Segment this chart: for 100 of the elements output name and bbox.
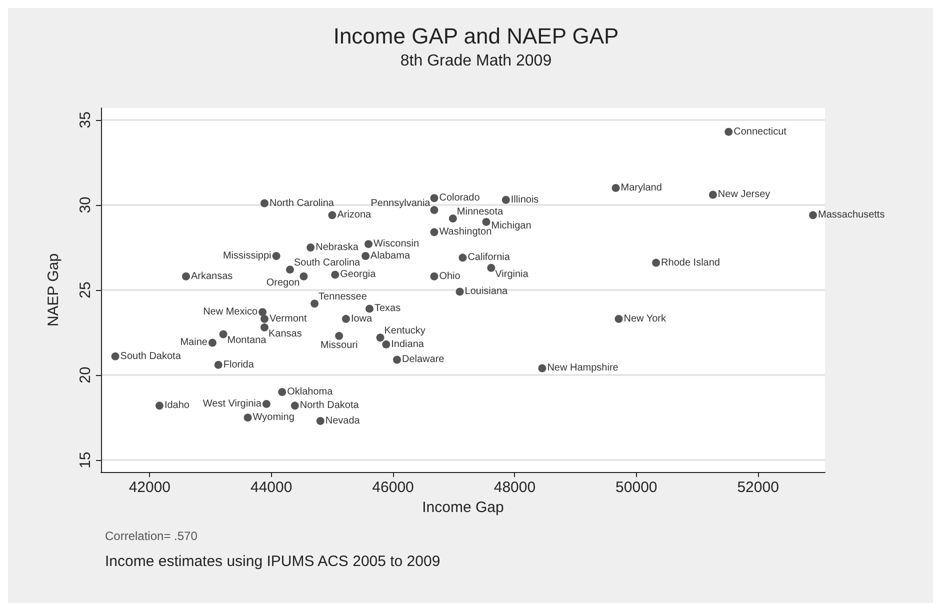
y-tick-label: 20 <box>77 366 94 384</box>
point <box>392 356 401 364</box>
data-label: West Virginia <box>202 398 262 410</box>
point <box>214 360 222 369</box>
data-label: Wisconsin <box>374 238 420 250</box>
data-label: Pennsylvania <box>370 198 431 210</box>
point <box>502 196 510 204</box>
point <box>272 252 280 260</box>
point <box>382 340 390 348</box>
point <box>430 272 438 280</box>
point <box>652 258 660 267</box>
x-tick-label: 50000 <box>616 479 658 496</box>
y-tick-label: 25 <box>77 282 94 298</box>
point <box>300 272 308 280</box>
data-label: Maryland <box>620 182 662 194</box>
point <box>612 184 620 192</box>
data-label: Oklahoma <box>287 386 334 398</box>
data-label: Minnesota <box>456 206 504 218</box>
point <box>260 323 268 332</box>
y-tick-label: 15 <box>77 452 94 468</box>
point <box>809 211 818 220</box>
point <box>258 308 267 316</box>
data-label: Wyoming <box>252 412 294 424</box>
data-label: Indiana <box>391 338 424 350</box>
data-label: Mississippi <box>222 250 272 262</box>
data-label: Alabama <box>370 250 410 262</box>
point <box>260 314 268 323</box>
point <box>306 243 315 252</box>
data-label: North Dakota <box>300 400 360 412</box>
point <box>487 264 496 272</box>
data-label: Massachusetts <box>818 210 885 221</box>
point <box>262 400 270 408</box>
text: Income estimates using IPUMS ACS 2005 to 2009 <box>105 553 440 570</box>
data-label: Illinois <box>510 194 539 206</box>
data-label: Montana <box>227 335 267 346</box>
point <box>430 206 438 214</box>
point <box>708 190 717 199</box>
data-label: New Mexico <box>203 306 258 318</box>
data-label: Michigan <box>491 220 532 232</box>
data-label: Connecticut <box>734 126 787 138</box>
point <box>331 270 340 279</box>
data-label: Iowa <box>350 313 373 324</box>
data-label: South Carolina <box>294 258 361 269</box>
data-label: Florida <box>223 359 254 370</box>
point <box>365 304 374 313</box>
data-label: Tennessee <box>318 292 368 303</box>
data-label: Oregon <box>266 277 300 288</box>
data-label: New Hampshire <box>547 362 619 374</box>
x-tick-label: 42000 <box>128 479 171 496</box>
point <box>278 388 286 396</box>
point <box>244 414 252 422</box>
point <box>328 211 336 220</box>
data-label: Colorado <box>439 192 480 204</box>
x-tick-label: 52000 <box>737 479 779 496</box>
data-label: Arkansas <box>190 270 233 282</box>
data-label: California <box>468 252 510 264</box>
point <box>219 330 228 338</box>
point <box>260 199 268 208</box>
point <box>376 334 384 342</box>
point <box>335 332 344 340</box>
x-tick-label: 46000 <box>372 479 414 496</box>
data-label: Missouri <box>320 340 358 351</box>
data-label: Vermont <box>269 313 307 324</box>
point <box>538 364 546 372</box>
point <box>111 352 120 360</box>
point <box>316 416 324 425</box>
data-label: North Carolina <box>269 198 334 209</box>
x-axis-title: Income Gap <box>422 499 504 516</box>
data-label: New Jersey <box>718 189 770 200</box>
data-label: Washington <box>439 226 492 238</box>
point <box>342 314 350 323</box>
data-label: Georgia <box>340 269 376 280</box>
point <box>430 228 438 236</box>
data-label: Rhode Island <box>661 257 720 268</box>
point <box>286 266 294 274</box>
x-tick-label: 44000 <box>250 479 292 496</box>
point <box>182 272 190 280</box>
data-label: Kansas <box>268 328 302 340</box>
point <box>208 338 216 347</box>
y-tick-label: 30 <box>77 196 94 214</box>
y-tick-label: 35 <box>77 112 94 128</box>
point <box>456 288 464 296</box>
data-label: Kentucky <box>384 326 426 337</box>
point <box>362 252 370 260</box>
data-label: Delaware <box>402 354 445 366</box>
point <box>724 128 733 136</box>
point <box>430 194 438 202</box>
chart-title: Income GAP and NAEP GAP <box>333 24 619 48</box>
point <box>290 402 299 410</box>
point <box>448 214 457 223</box>
data-label: Louisiana <box>464 286 508 298</box>
point <box>614 314 623 323</box>
data-label: New York <box>624 313 667 324</box>
data-label: Nevada <box>325 415 360 426</box>
point <box>155 402 164 410</box>
y-axis-title: NAEP Gap <box>45 253 62 327</box>
data-label: Idaho <box>164 400 190 412</box>
point <box>482 218 490 226</box>
point <box>364 240 373 248</box>
point <box>458 254 467 262</box>
